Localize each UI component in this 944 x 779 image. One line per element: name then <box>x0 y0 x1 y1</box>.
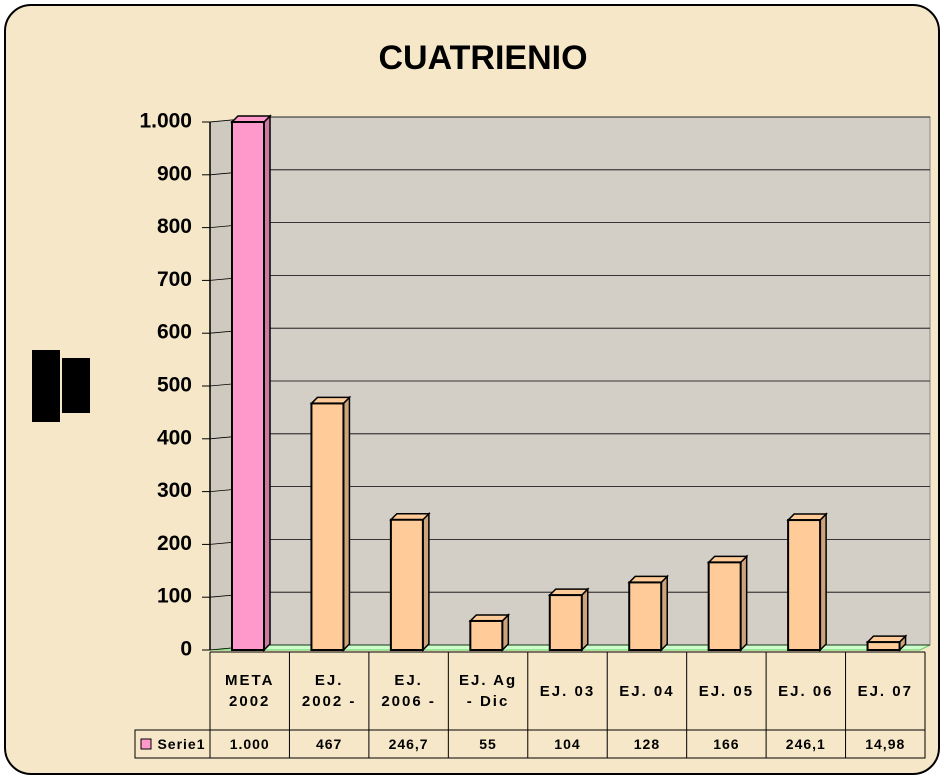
bar <box>707 561 742 651</box>
decoration <box>62 358 90 413</box>
bar <box>310 402 345 652</box>
y-tick-label: 300 <box>157 479 192 502</box>
x-tick-label: EJ. 04 <box>619 682 675 700</box>
y-tick-label: 200 <box>157 532 192 555</box>
data-table-value: 246,1 <box>785 735 826 752</box>
legend-label: Serie1 <box>157 735 206 752</box>
bar <box>389 518 424 651</box>
data-table-value: 55 <box>479 735 497 752</box>
y-tick-label: 600 <box>157 321 192 344</box>
x-tick-label: EJ. 07 <box>857 682 913 700</box>
legend-swatch <box>140 738 152 750</box>
x-tick-label: EJ. Ag - Dic <box>458 672 518 710</box>
x-tick-label: EJ. 05 <box>698 682 755 700</box>
y-tick-label: 800 <box>157 215 192 238</box>
y-tick-label: 900 <box>157 162 192 185</box>
y-tick-label: 0 <box>180 638 192 661</box>
bar <box>628 581 663 652</box>
bar <box>548 594 583 652</box>
bar <box>866 641 901 652</box>
data-table-value: 14,98 <box>865 735 906 752</box>
x-tick-label: EJ. 06 <box>778 682 834 700</box>
data-table-value: 246,7 <box>388 735 429 752</box>
decoration <box>32 350 60 422</box>
data-table-value: 104 <box>554 735 581 752</box>
x-tick-label: EJ. 2006 - <box>381 672 436 710</box>
y-tick-label: 100 <box>157 585 192 608</box>
bar <box>787 519 822 651</box>
bar <box>231 121 265 651</box>
y-tick-label: 500 <box>157 374 192 397</box>
x-tick-label: EJ. 2002 - <box>301 672 357 710</box>
data-table-value: 166 <box>713 735 740 752</box>
y-tick-label: 1.000 <box>139 110 192 133</box>
data-table-value: 1.000 <box>229 735 270 752</box>
chart-title: CUATRIENIO <box>378 39 587 77</box>
bar <box>469 619 504 652</box>
y-tick-label: 700 <box>157 268 192 291</box>
y-tick-label: 400 <box>157 426 192 449</box>
data-table-value: 128 <box>633 735 661 752</box>
x-tick-label: EJ. 03 <box>539 682 596 700</box>
data-table-value: 467 <box>315 735 343 752</box>
x-tick-label: META 2002 <box>225 672 275 710</box>
